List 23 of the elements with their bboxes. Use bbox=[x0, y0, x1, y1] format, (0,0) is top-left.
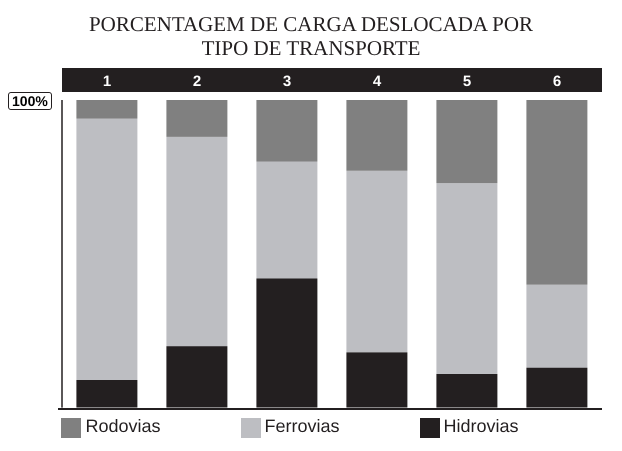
x-tick-label: 1 bbox=[102, 73, 112, 90]
bar bbox=[436, 100, 498, 184]
bar bbox=[346, 170, 408, 352]
legend-label: Ferrovias bbox=[264, 416, 340, 436]
bar bbox=[346, 100, 408, 171]
bar bbox=[526, 100, 588, 285]
legend-label: Hidrovias bbox=[444, 416, 519, 436]
x-tick-label: 2 bbox=[192, 73, 202, 90]
bar bbox=[256, 162, 318, 278]
bar bbox=[166, 100, 228, 137]
bar bbox=[166, 136, 228, 346]
bar bbox=[76, 100, 138, 118]
legend-label: Rodovias bbox=[85, 416, 160, 436]
bar bbox=[526, 284, 588, 368]
chart-title: PORCENTAGEM DE CARGA DESLOCADA POR TIPO DE TRANSPORTE bbox=[88, 12, 534, 60]
x-tick-label: 5 bbox=[462, 73, 472, 90]
bar bbox=[256, 100, 318, 162]
bar bbox=[76, 118, 138, 380]
x-tick-label: 6 bbox=[552, 73, 562, 90]
x-tick-label: 4 bbox=[372, 73, 382, 90]
bar bbox=[436, 183, 498, 374]
text: 100% bbox=[8, 92, 52, 110]
x-tick-label: 3 bbox=[282, 73, 292, 90]
